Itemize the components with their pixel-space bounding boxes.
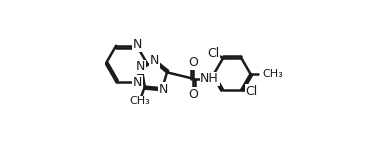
Text: N: N (158, 83, 168, 96)
Text: O: O (188, 88, 198, 101)
Text: Cl: Cl (207, 47, 219, 60)
Text: N: N (149, 54, 159, 67)
Text: N: N (133, 76, 142, 89)
Text: CH₃: CH₃ (262, 69, 283, 79)
Text: NH: NH (200, 72, 219, 85)
Text: N: N (136, 60, 145, 73)
Text: CH₃: CH₃ (130, 96, 150, 106)
Text: Cl: Cl (246, 85, 258, 98)
Text: O: O (188, 56, 198, 69)
Text: N: N (133, 38, 142, 51)
